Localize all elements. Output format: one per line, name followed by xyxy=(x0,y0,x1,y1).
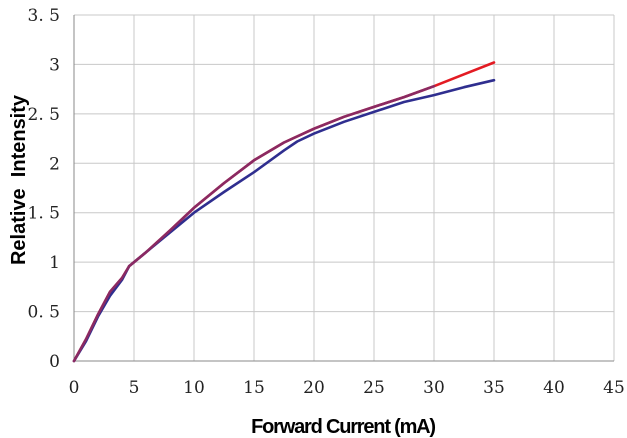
series-line-2 xyxy=(72,78,496,363)
x-tick-label: 30 xyxy=(423,378,445,398)
x-tick-labels: 0 5 10 15 20 25 30 35 40 45 xyxy=(69,378,625,398)
series-line-3 xyxy=(72,84,436,363)
y-tick-label: 3. 5 xyxy=(28,6,60,26)
x-tick-label: 40 xyxy=(543,378,565,398)
y-tick-label: 0. 5 xyxy=(28,303,60,323)
y-tick-label: 1 xyxy=(49,253,60,273)
x-axis-label: Forward Current (mA) xyxy=(251,416,435,438)
y-axis-label: Relative Intensity xyxy=(8,94,30,265)
x-tick-label: 45 xyxy=(603,378,625,398)
x-tick-label: 15 xyxy=(243,378,265,398)
chart-grid xyxy=(74,14,615,361)
x-tick-label: 25 xyxy=(363,378,385,398)
y-tick-label: 2 xyxy=(49,154,60,174)
y-tick-label: 0 xyxy=(49,352,60,372)
y-tick-label: 1. 5 xyxy=(28,204,60,224)
x-tick-label: 10 xyxy=(183,378,205,398)
x-tick-label: 5 xyxy=(129,378,140,398)
chart-series xyxy=(72,61,496,363)
y-tick-label: 2. 5 xyxy=(28,105,60,125)
y-tick-label: 3 xyxy=(49,55,60,75)
series-line-1 xyxy=(72,61,496,363)
y-tick-labels: 0 0. 5 1 1. 5 2 2. 5 3 3. 5 xyxy=(28,6,60,372)
x-tick-label: 0 xyxy=(69,378,80,398)
chart-axes xyxy=(73,15,614,362)
x-tick-label: 35 xyxy=(483,378,505,398)
x-tick-label: 20 xyxy=(303,378,325,398)
